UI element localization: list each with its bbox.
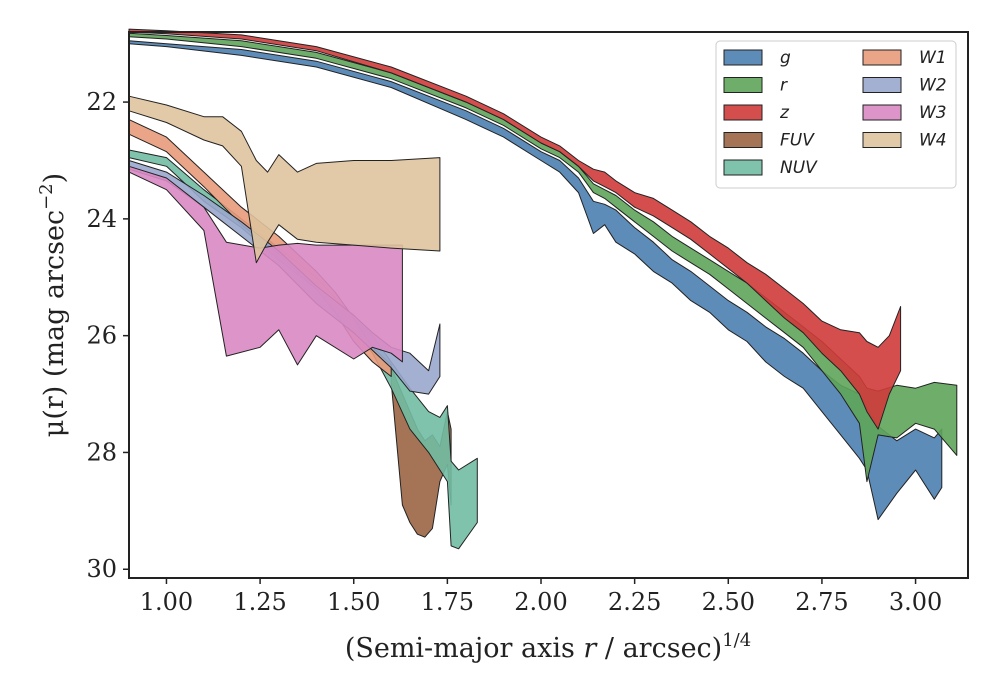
y-axis-ticks: 22 24 26 28 30 — [86, 88, 129, 583]
series-bands — [128, 28, 958, 550]
x-axis-label-superscript: 1/4 — [722, 630, 751, 651]
plot-frame — [128, 31, 969, 579]
legend-swatch-w2 — [862, 77, 902, 93]
legend-label-nuv: NUV — [780, 158, 818, 178]
y-tick-label: 28 — [86, 438, 117, 466]
band-r — [128, 32, 958, 483]
legend-label-fuv: FUV — [780, 131, 815, 151]
y-tick-label: 24 — [86, 205, 117, 233]
y-axis-label-end: ) — [39, 173, 70, 184]
legend-label-w2: W2 — [919, 76, 947, 96]
x-tick-label: 2.25 — [608, 588, 661, 616]
legend-swatch-nuv — [723, 159, 763, 176]
x-tick-label: 2.75 — [795, 588, 848, 616]
x-tick-label: 1.75 — [421, 588, 474, 616]
legend-swatch-g — [723, 49, 763, 66]
x-axis-ticks: 1.00 1.25 1.50 1.75 2.00 2.25 2.50 2.75 3.00 — [140, 578, 942, 616]
x-axis-label-main: (Semi-major axis — [345, 633, 584, 664]
legend-swatch-r — [723, 77, 763, 93]
y-tick-label: 30 — [86, 555, 117, 583]
legend-label-w3: W3 — [919, 103, 947, 123]
x-tick-label: 1.25 — [233, 588, 286, 616]
legend: grz FUV NUV W1 W2 W3 W4 — [715, 40, 957, 189]
y-tick-label: 22 — [86, 88, 117, 116]
legend-label-r: r — [780, 76, 788, 96]
y-axis-label-main: μ(r) (mag arcsec — [39, 210, 70, 437]
band-g — [128, 40, 943, 521]
x-tick-label: 2.00 — [514, 588, 567, 616]
x-tick-label: 2.50 — [702, 588, 755, 616]
legend-label-g: g — [780, 48, 791, 68]
band-w4 — [128, 95, 441, 264]
y-axis-label-superscript: −2 — [36, 183, 57, 210]
x-axis-label: (Semi-major axis r / arcsec)1/4 — [345, 630, 751, 664]
legend-swatch-fuv — [723, 132, 763, 148]
x-tick-label: 3.00 — [889, 588, 942, 616]
x-axis-label-rest: / arcsec) — [596, 633, 722, 664]
legend-swatch-w3 — [862, 104, 902, 121]
legend-swatch-w4 — [862, 132, 902, 148]
x-axis-label-variable: r — [583, 633, 598, 664]
y-axis-label: μ(r) (mag arcsec−2) — [36, 173, 70, 437]
y-tick-label: 26 — [86, 322, 117, 350]
legend-swatch-z — [723, 104, 763, 121]
legend-swatch-w1 — [862, 49, 902, 66]
x-tick-label: 1.50 — [327, 588, 380, 616]
band-z — [128, 28, 902, 430]
x-tick-label: 1.00 — [140, 588, 193, 616]
legend-label-w1: W1 — [919, 48, 947, 68]
legend-label-z: z — [779, 103, 790, 123]
legend-label-w4: W4 — [919, 131, 947, 151]
